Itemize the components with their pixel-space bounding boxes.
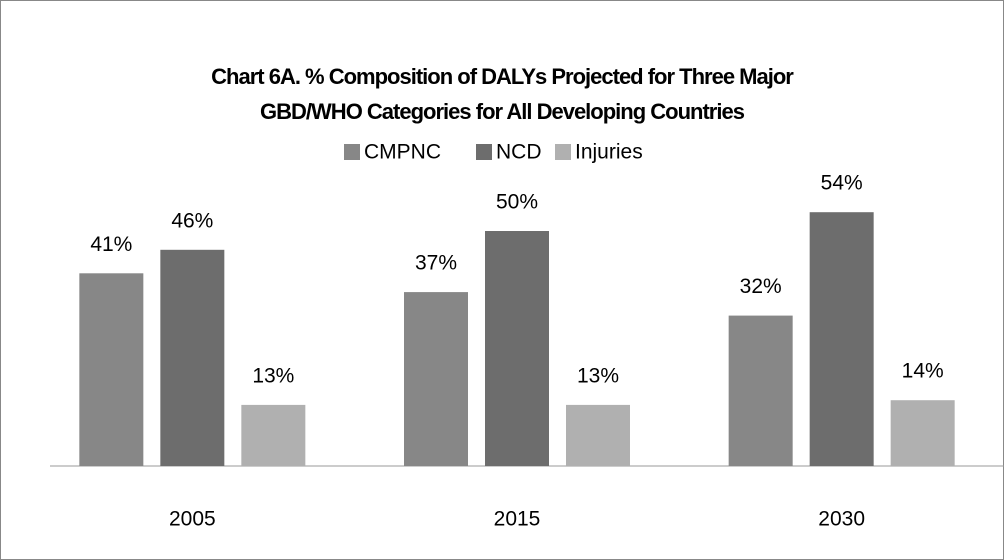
data-label: 41% xyxy=(90,233,132,256)
legend-label: Injuries xyxy=(575,141,643,164)
bar xyxy=(566,404,630,466)
bar xyxy=(809,212,874,466)
data-label: 46% xyxy=(171,209,213,232)
bar xyxy=(404,292,468,466)
legend-label: CMPNC xyxy=(364,141,441,164)
legend-swatch xyxy=(476,144,492,160)
bar xyxy=(160,249,225,466)
data-label: 37% xyxy=(415,252,457,275)
chart-title: GBD/WHO Categories for All Developing Co… xyxy=(260,99,745,124)
legend-swatch xyxy=(555,144,571,160)
data-label: 13% xyxy=(577,364,619,387)
data-label: 54% xyxy=(821,172,863,195)
chart-title: Chart 6A. % Composition of DALYs Project… xyxy=(211,64,794,89)
x-tick-label: 2030 xyxy=(818,508,865,531)
data-label: 14% xyxy=(902,360,944,383)
bar xyxy=(728,315,793,466)
bar xyxy=(79,273,144,466)
bar xyxy=(241,404,306,466)
data-label: 32% xyxy=(740,275,782,298)
bar xyxy=(485,231,549,466)
legend-swatch xyxy=(344,144,360,160)
data-label: 13% xyxy=(252,364,294,387)
data-label: 50% xyxy=(496,191,538,214)
x-tick-label: 2015 xyxy=(494,508,541,531)
x-tick-label: 2005 xyxy=(169,508,216,531)
bar xyxy=(890,400,955,466)
legend-label: NCD xyxy=(496,141,542,164)
